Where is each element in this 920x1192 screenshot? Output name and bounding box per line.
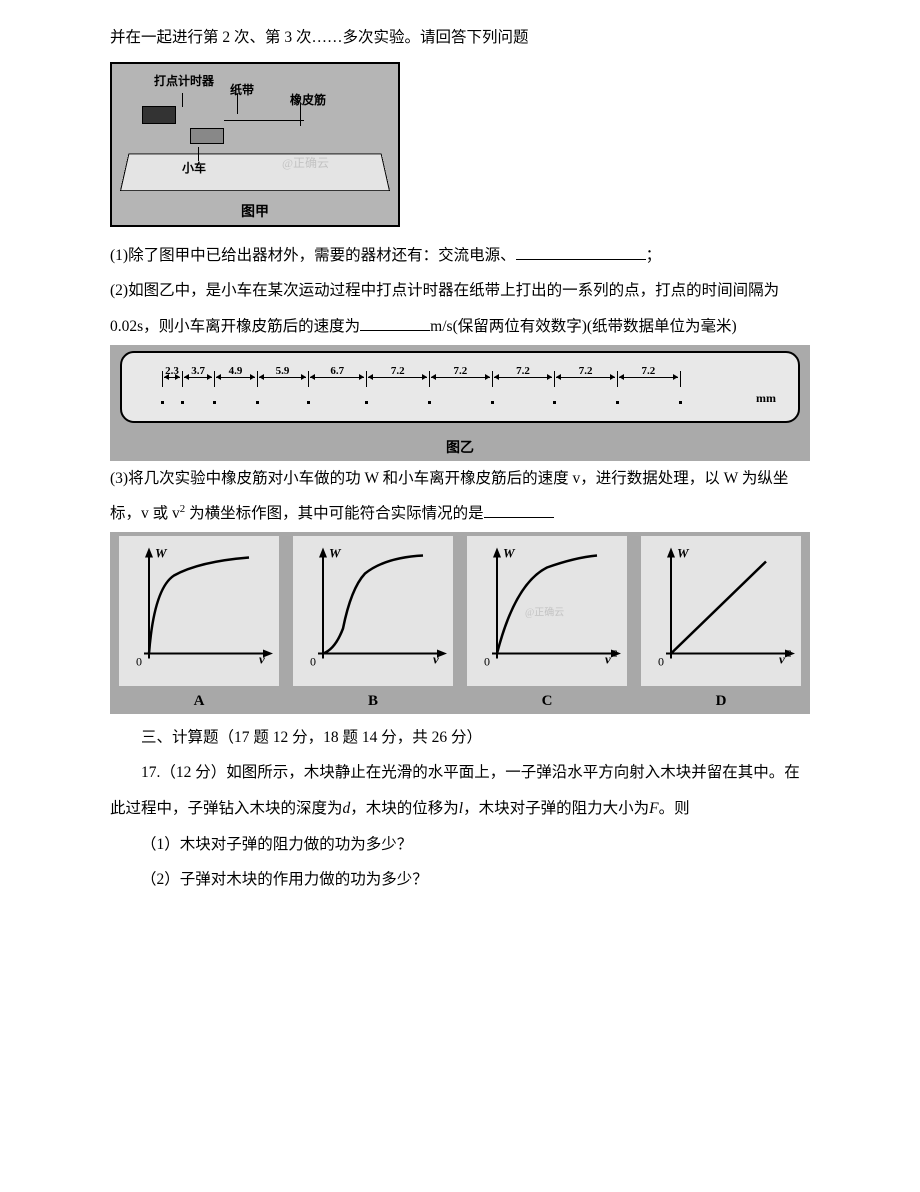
tape-arrow	[368, 377, 427, 378]
tape-dot	[307, 401, 310, 404]
graph-svg-C: W 0 v2 @正确云	[467, 536, 627, 686]
tape-arrow	[216, 377, 255, 378]
question-17-2: （2）子弹对木块的作用力做的功为多少？	[110, 862, 810, 898]
graph-cell-D: W 0 v2 D	[634, 536, 808, 710]
cart-label: 小车	[182, 159, 206, 176]
tape-arrow	[184, 377, 212, 378]
tape-seg-label: 7.2	[492, 365, 555, 377]
svg-text:W: W	[329, 545, 342, 560]
question-2: (2)如图乙中，是小车在某次运动过程中打点计时器在纸带上打出的一系列的点，打点的…	[110, 273, 810, 344]
tape-seg-label: 7.2	[366, 365, 429, 377]
timer-label: 打点计时器	[154, 72, 214, 89]
tape-seg-label: 7.2	[617, 365, 680, 377]
cart	[190, 128, 224, 144]
tape-label: 纸带	[230, 81, 254, 98]
track	[120, 153, 390, 190]
tape-seg-label: 3.7	[182, 365, 214, 377]
band-label: 橡皮筋	[290, 91, 326, 108]
tape-seg-label: 7.2	[429, 365, 492, 377]
graph-svg-D: W 0 v2	[641, 536, 801, 686]
tape-seg-label: 7.2	[554, 365, 617, 377]
var-F: F	[649, 800, 658, 817]
graph-label: C	[460, 693, 634, 710]
tape-arrow	[556, 377, 615, 378]
tape-arrow	[619, 377, 678, 378]
blank-graph[interactable]	[484, 503, 554, 519]
question-17: 17.（12 分）如图所示，木块静止在光滑的水平面上，一子弹沿水平方向射入木块并…	[110, 755, 810, 826]
svg-text:2: 2	[787, 648, 792, 658]
graph-cell-A: W 0 v A	[112, 536, 286, 710]
tape-seg-label: 2.3	[162, 365, 182, 377]
tape-dot	[213, 401, 216, 404]
svg-text:@正确云: @正确云	[525, 605, 564, 618]
svg-text:v: v	[605, 651, 611, 666]
q1-pre: (1)除了图甲中已给出器材外，需要的器材还有：交流电源、	[110, 247, 516, 264]
graph-cell-B: W 0 v B	[286, 536, 460, 710]
svg-text:W: W	[155, 545, 168, 560]
figure-jia-caption: 图甲	[112, 201, 398, 221]
section-3-heading: 三、计算题（17 题 12 分，18 题 14 分，共 26 分）	[110, 720, 810, 756]
question-17-1: （1）木块对子弹的阻力做的功为多少？	[110, 827, 810, 863]
blank-equipment[interactable]	[516, 244, 646, 260]
q17-c: ，木块对子弹的阻力大小为	[463, 800, 649, 817]
tape-dot	[256, 401, 259, 404]
lead-line	[182, 93, 183, 107]
tape-unit: mm	[756, 391, 776, 406]
tape-arrow	[259, 377, 306, 378]
figure-yi-wrap: mm 2.33.74.95.96.77.27.27.27.27.2 图乙	[110, 345, 810, 461]
svg-text:0: 0	[136, 654, 142, 668]
graph-cell-C: W 0 v2 @正确云 C	[460, 536, 634, 710]
tape-arrow	[310, 377, 364, 378]
graphs-row: W0vAW0vBW0v2@正确云CW0v2D	[110, 532, 810, 714]
graph-label: D	[634, 693, 808, 710]
svg-text:v: v	[433, 651, 439, 666]
lead-line	[300, 104, 301, 126]
tape-dot	[679, 401, 682, 404]
tape-dot	[428, 401, 431, 404]
q17-b: ，木块的位移为	[350, 800, 459, 817]
svg-text:W: W	[503, 545, 516, 560]
graph-svg-A: W 0 v	[119, 536, 279, 686]
svg-text:0: 0	[484, 654, 490, 668]
figure-jia-container: 打点计时器 纸带 橡皮筋 小车 @正确云 图甲	[110, 58, 810, 236]
q2-unit: m/s(保留两位有效数字)(纸带数据单位为毫米)	[430, 318, 737, 335]
svg-text:v: v	[259, 651, 265, 666]
tape-arrow	[494, 377, 553, 378]
graph-svg-B: W 0 v	[293, 536, 453, 686]
lead-line	[198, 147, 199, 161]
svg-text:W: W	[677, 545, 690, 560]
q1-post: ；	[646, 247, 662, 264]
tape-seg-label: 5.9	[257, 365, 308, 377]
intro-line: 并在一起进行第 2 次、第 3 次……多次实验。请回答下列问题	[110, 20, 810, 56]
tape-arrow	[164, 377, 180, 378]
tape-seg-label: 6.7	[308, 365, 366, 377]
svg-text:2: 2	[613, 648, 618, 658]
svg-text:0: 0	[658, 654, 664, 668]
q3-b: 为横坐标作图，其中可能符合实际情况的是	[185, 505, 483, 522]
graph-label: B	[286, 693, 460, 710]
tape-dot	[491, 401, 494, 404]
blank-velocity[interactable]	[360, 315, 430, 331]
tape-seg-label: 4.9	[214, 365, 257, 377]
lead-line	[237, 94, 238, 114]
tape-tick	[680, 371, 681, 387]
tape-line	[224, 120, 304, 121]
tape-arrow	[431, 377, 490, 378]
graph-label: A	[112, 693, 286, 710]
figure-yi-caption: 图乙	[110, 425, 810, 459]
tape-dot	[553, 401, 556, 404]
figure-yi: mm 2.33.74.95.96.77.27.27.27.27.2	[120, 351, 800, 423]
q17-d: 。则	[659, 800, 690, 817]
timer	[142, 106, 176, 124]
tape-dot	[365, 401, 368, 404]
tape-dot	[161, 401, 164, 404]
tape-dot	[181, 401, 184, 404]
figure-jia: 打点计时器 纸带 橡皮筋 小车 @正确云 图甲	[110, 62, 400, 227]
question-3: (3)将几次实验中橡皮筋对小车做的功 W 和小车离开橡皮筋后的速度 v，进行数据…	[110, 461, 810, 532]
svg-text:0: 0	[310, 654, 316, 668]
tape-dot	[616, 401, 619, 404]
svg-text:v: v	[779, 651, 785, 666]
question-1: (1)除了图甲中已给出器材外，需要的器材还有：交流电源、 ；	[110, 238, 810, 274]
